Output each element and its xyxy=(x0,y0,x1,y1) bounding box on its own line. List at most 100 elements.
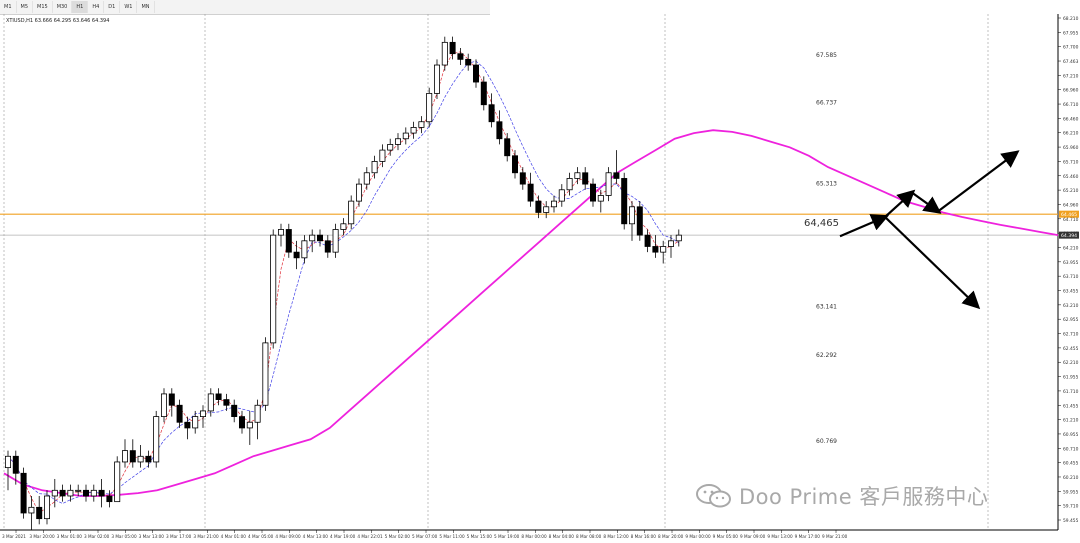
candle[interactable] xyxy=(293,240,300,270)
candle[interactable] xyxy=(192,410,199,434)
timeframe-button-h1[interactable]: H1 xyxy=(72,1,89,13)
candle[interactable] xyxy=(262,337,269,411)
candle[interactable] xyxy=(613,150,620,185)
candle[interactable] xyxy=(145,450,152,468)
candle[interactable] xyxy=(363,167,370,190)
candle[interactable] xyxy=(332,223,339,258)
candle[interactable] xyxy=(457,48,464,66)
candle[interactable] xyxy=(472,59,479,88)
candle[interactable] xyxy=(83,484,90,502)
candle[interactable] xyxy=(629,201,636,241)
timeframe-button-m5[interactable]: M5 xyxy=(17,1,33,13)
candle[interactable] xyxy=(122,439,129,468)
candle[interactable] xyxy=(285,223,292,258)
candle[interactable] xyxy=(418,116,425,134)
candle[interactable] xyxy=(566,172,573,196)
candle[interactable] xyxy=(301,235,308,264)
candle[interactable] xyxy=(652,235,659,258)
candle[interactable] xyxy=(176,399,183,428)
candle[interactable] xyxy=(675,229,682,247)
candle[interactable] xyxy=(644,229,651,253)
candle[interactable] xyxy=(636,201,643,241)
candle[interactable] xyxy=(28,495,35,530)
candle[interactable] xyxy=(44,490,51,525)
y-tick-label: 66.210 xyxy=(1063,131,1079,137)
candle[interactable] xyxy=(504,133,511,162)
candle[interactable] xyxy=(51,478,58,508)
candle[interactable] xyxy=(207,388,214,417)
candle[interactable] xyxy=(433,59,440,100)
candle[interactable] xyxy=(20,467,27,519)
candle[interactable] xyxy=(379,144,386,168)
candle[interactable] xyxy=(402,127,409,145)
candle[interactable] xyxy=(527,172,534,207)
candle[interactable] xyxy=(348,195,355,230)
timeframe-button-h4[interactable]: H4 xyxy=(88,1,105,13)
candle[interactable] xyxy=(67,484,74,502)
timeframe-button-mn[interactable]: MN xyxy=(137,1,155,13)
timeframe-button-w1[interactable]: W1 xyxy=(120,1,138,13)
candle[interactable] xyxy=(270,229,277,349)
timeframe-button-m30[interactable]: M30 xyxy=(53,1,73,13)
candle[interactable] xyxy=(394,133,401,151)
candle[interactable] xyxy=(114,456,121,503)
timeframe-button-d1[interactable]: D1 xyxy=(104,1,121,13)
candle[interactable] xyxy=(238,410,245,434)
candle[interactable] xyxy=(558,184,565,207)
candle[interactable] xyxy=(449,36,456,60)
candle[interactable] xyxy=(324,235,331,258)
y-tick-label: 67.210 xyxy=(1063,73,1079,79)
candle[interactable] xyxy=(98,478,105,508)
candle[interactable] xyxy=(184,416,191,440)
candle[interactable] xyxy=(582,167,589,190)
candle[interactable] xyxy=(316,229,323,247)
candle[interactable] xyxy=(387,138,394,156)
candle[interactable] xyxy=(231,399,238,423)
candle[interactable] xyxy=(129,439,136,468)
candle[interactable] xyxy=(668,235,675,258)
candle[interactable] xyxy=(551,195,558,213)
candle-body xyxy=(122,450,129,463)
candle[interactable] xyxy=(223,393,230,411)
candle[interactable] xyxy=(410,121,417,139)
candle[interactable] xyxy=(597,189,604,213)
candle[interactable] xyxy=(246,410,253,445)
candle[interactable] xyxy=(90,484,97,502)
candle[interactable] xyxy=(59,484,66,502)
candle[interactable] xyxy=(106,490,113,508)
candle[interactable] xyxy=(254,399,261,440)
candle[interactable] xyxy=(621,172,628,230)
candle[interactable] xyxy=(199,405,206,428)
candle[interactable] xyxy=(512,150,519,179)
candle[interactable] xyxy=(535,195,542,219)
candle[interactable] xyxy=(309,229,316,253)
candle[interactable] xyxy=(75,484,82,496)
candle[interactable] xyxy=(543,201,550,219)
candle[interactable] xyxy=(480,76,487,111)
candle[interactable] xyxy=(137,444,144,468)
candle[interactable] xyxy=(340,218,347,236)
candle[interactable] xyxy=(5,450,11,491)
timeframe-button-m15[interactable]: M15 xyxy=(33,1,53,13)
candle[interactable] xyxy=(496,110,503,145)
candle[interactable] xyxy=(605,167,612,202)
candle[interactable] xyxy=(215,388,222,406)
candle[interactable] xyxy=(160,388,167,423)
timeframe-button-m1[interactable]: M1 xyxy=(0,1,17,13)
candle[interactable] xyxy=(574,167,581,185)
candle[interactable] xyxy=(590,178,597,207)
candle[interactable] xyxy=(36,495,43,525)
candle[interactable] xyxy=(465,53,472,71)
candle[interactable] xyxy=(441,36,448,71)
candle[interactable] xyxy=(12,450,19,485)
candle[interactable] xyxy=(355,178,362,207)
candle[interactable] xyxy=(277,223,284,247)
candle[interactable] xyxy=(660,240,667,264)
candle[interactable] xyxy=(153,410,160,468)
candle[interactable] xyxy=(519,167,526,190)
candle[interactable] xyxy=(488,93,495,128)
candle[interactable] xyxy=(371,155,378,179)
candle[interactable] xyxy=(168,388,175,417)
candle[interactable] xyxy=(426,87,433,128)
